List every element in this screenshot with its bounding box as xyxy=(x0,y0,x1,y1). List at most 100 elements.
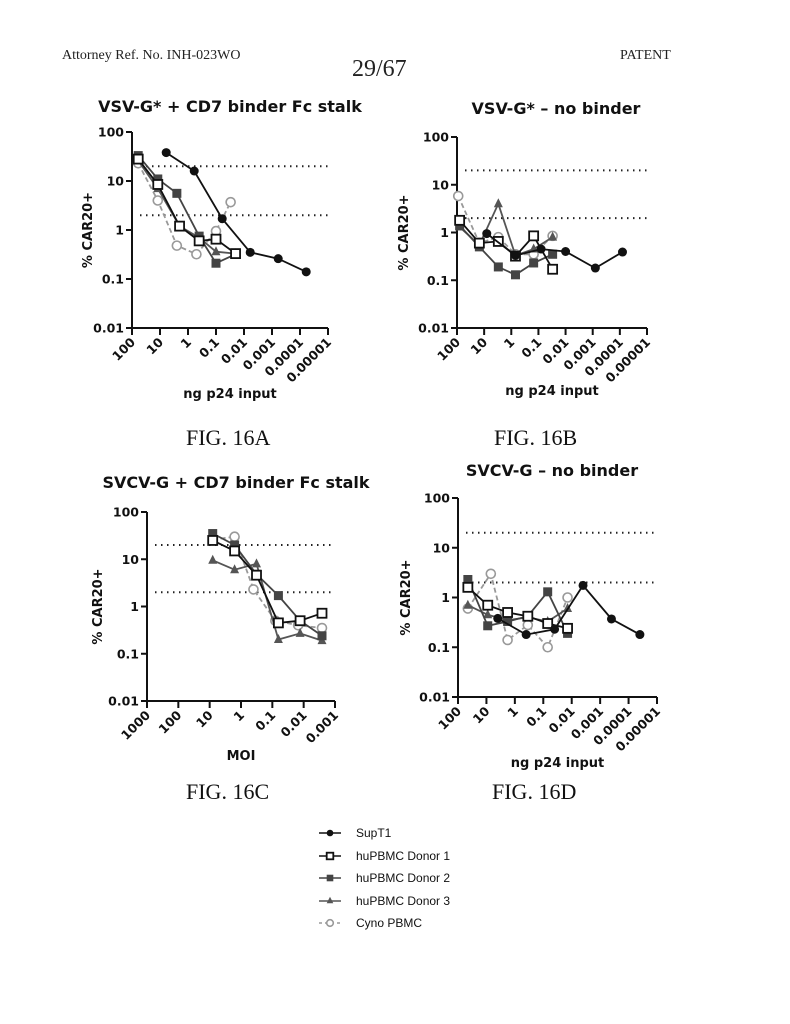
data-point xyxy=(225,196,236,208)
data-point xyxy=(562,592,573,603)
data-point xyxy=(171,240,183,251)
y-tick-label: 0.1 xyxy=(117,646,139,661)
data-point xyxy=(529,258,539,268)
data-point xyxy=(326,896,334,904)
legend-item: Cyno PBMC xyxy=(318,912,450,935)
y-tick-label: 10 xyxy=(432,177,450,192)
patent-label: PATENT xyxy=(620,48,671,63)
data-point xyxy=(193,235,205,247)
data-point xyxy=(483,609,493,619)
data-point xyxy=(132,153,144,165)
data-point xyxy=(252,558,262,568)
data-point xyxy=(452,190,464,202)
x-tick-label: 100 xyxy=(435,703,464,732)
series-line xyxy=(212,535,323,629)
data-point xyxy=(510,250,520,260)
data-point xyxy=(172,188,182,198)
legend-item: huPBMC Donor 1 xyxy=(318,845,450,868)
data-point xyxy=(245,247,255,257)
y-tick-label: 1 xyxy=(441,590,450,605)
data-point xyxy=(561,247,571,257)
y-tick-label: 0.01 xyxy=(93,321,124,336)
data-point xyxy=(482,229,492,239)
y-tick-label: 100 xyxy=(423,130,449,145)
y-tick-label: 100 xyxy=(98,125,124,140)
data-point xyxy=(493,198,503,208)
legend: SupT1 huPBMC Donor 1 huPBMC Donor 2 huPB… xyxy=(318,822,450,935)
legend-marker-icon xyxy=(319,851,341,860)
y-tick-label: 0.1 xyxy=(428,640,450,655)
y-tick-label: 100 xyxy=(113,505,139,520)
data-point xyxy=(248,584,259,595)
series-line xyxy=(212,539,323,624)
page-number: 29/67 xyxy=(352,56,407,82)
legend-marker-icon xyxy=(319,829,341,837)
data-point xyxy=(325,919,335,928)
data-point xyxy=(208,554,218,564)
data-point xyxy=(548,249,558,259)
data-point xyxy=(317,631,327,641)
fig-label-16d: FIG. 16D xyxy=(492,779,577,804)
attorney-ref: Attorney Ref. No. INH-023WO xyxy=(62,48,241,63)
data-point xyxy=(493,613,503,623)
data-point xyxy=(273,254,283,264)
y-tick-label: 0.01 xyxy=(418,321,449,336)
x-tick-label: 1 xyxy=(504,704,521,721)
legend-label: huPBMC Donor 2 xyxy=(356,871,451,886)
series-hupbmc-donor-1 xyxy=(462,581,573,634)
data-point xyxy=(251,569,262,581)
data-point xyxy=(562,622,573,634)
data-point xyxy=(502,634,513,646)
x-tick-label: 10 xyxy=(467,334,490,357)
data-point xyxy=(230,248,241,259)
series-supt1 xyxy=(493,580,645,640)
y-axis-label: % CAR20+ xyxy=(81,192,96,268)
series-hupbmc-donor-1 xyxy=(132,153,241,259)
y-axis-label: % CAR20+ xyxy=(399,559,414,635)
y-tick-label: 1 xyxy=(130,599,139,614)
y-tick-label: 10 xyxy=(433,540,451,555)
y-tick-label: 0.1 xyxy=(427,273,449,288)
x-axis-label: ng p24 input xyxy=(505,384,599,399)
data-point xyxy=(153,174,163,184)
y-tick-label: 10 xyxy=(107,174,125,189)
y-axis-label: % CAR20+ xyxy=(397,194,412,270)
data-point xyxy=(617,247,627,257)
x-tick-label: 10 xyxy=(143,334,166,357)
x-tick-label: 1000 xyxy=(118,707,153,742)
data-point xyxy=(152,179,164,190)
data-point xyxy=(207,535,219,546)
x-tick-label: 10 xyxy=(193,707,216,730)
data-point xyxy=(161,148,171,158)
data-point xyxy=(473,237,485,249)
chart-title: SVCV-G + CD7 binder Fc stalk xyxy=(102,473,369,492)
legend-label: Cyno PBMC xyxy=(356,916,423,931)
legend-label: SupT1 xyxy=(356,826,392,841)
series-line xyxy=(165,151,307,273)
data-point xyxy=(295,627,305,637)
fig-label-16a: FIG. 16A xyxy=(186,425,271,450)
legend-item: huPBMC Donor 3 xyxy=(318,890,450,913)
data-point xyxy=(273,591,283,601)
data-point xyxy=(563,603,573,613)
data-point xyxy=(482,599,494,611)
data-point xyxy=(189,166,199,176)
fig-label-16c: FIG. 16C xyxy=(186,779,270,804)
data-point xyxy=(578,580,588,590)
data-point xyxy=(528,230,540,242)
x-tick-label: 0.001 xyxy=(303,708,342,747)
data-point xyxy=(230,540,240,550)
legend-item: SupT1 xyxy=(318,822,450,845)
data-point xyxy=(462,581,474,593)
data-point xyxy=(542,641,553,653)
series-hupbmc-donor-2 xyxy=(133,151,241,268)
legend-marker-icon xyxy=(319,919,341,928)
data-point xyxy=(550,624,560,634)
data-point xyxy=(273,634,283,644)
data-point xyxy=(635,630,645,640)
data-point xyxy=(273,617,284,629)
fig-label-16b: FIG. 16B xyxy=(494,425,578,450)
x-axis-label: MOI xyxy=(227,749,256,764)
y-axis-label: % CAR20+ xyxy=(91,568,106,644)
